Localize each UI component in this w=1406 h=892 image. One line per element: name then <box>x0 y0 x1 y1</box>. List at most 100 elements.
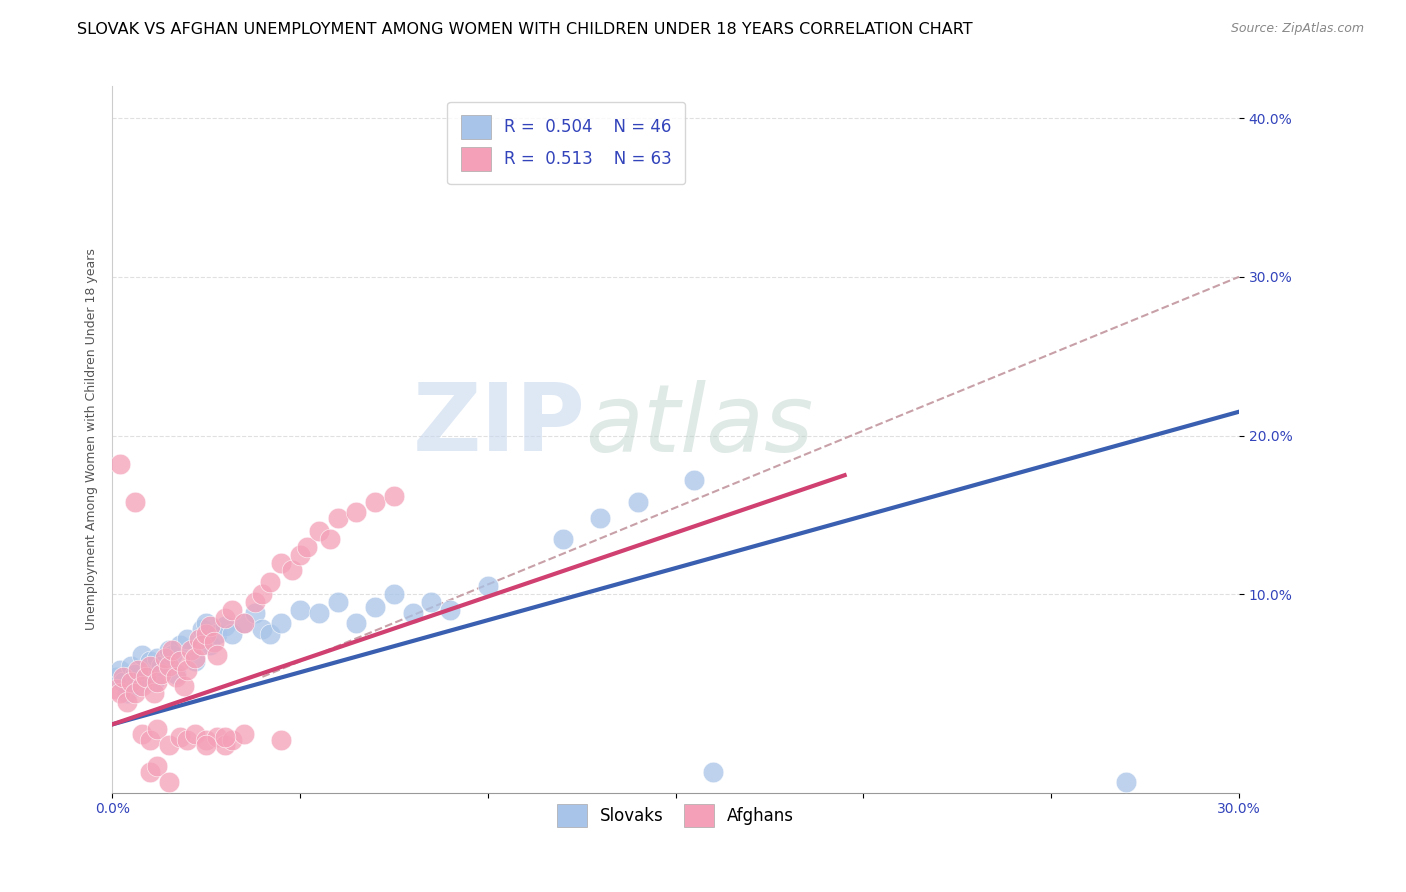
Point <box>169 730 191 744</box>
Point <box>288 603 311 617</box>
Text: Source: ZipAtlas.com: Source: ZipAtlas.com <box>1230 22 1364 36</box>
Point <box>120 658 142 673</box>
Point <box>281 564 304 578</box>
Point <box>477 579 499 593</box>
Point <box>195 733 218 747</box>
Point <box>176 733 198 747</box>
Point <box>120 674 142 689</box>
Point <box>214 611 236 625</box>
Point <box>115 686 138 700</box>
Point <box>127 679 149 693</box>
Point <box>221 603 243 617</box>
Point <box>195 615 218 630</box>
Point <box>326 511 349 525</box>
Point <box>364 495 387 509</box>
Point <box>326 595 349 609</box>
Point <box>702 764 724 779</box>
Point <box>139 658 162 673</box>
Point <box>252 622 274 636</box>
Point <box>131 679 153 693</box>
Point <box>157 774 180 789</box>
Point <box>232 615 254 630</box>
Point <box>180 642 202 657</box>
Point <box>308 607 330 621</box>
Point <box>627 495 650 509</box>
Point <box>191 622 214 636</box>
Point <box>173 679 195 693</box>
Point <box>207 627 229 641</box>
Point <box>139 654 162 668</box>
Point <box>439 603 461 617</box>
Point <box>382 587 405 601</box>
Point <box>124 686 146 700</box>
Point <box>146 674 169 689</box>
Point <box>124 666 146 681</box>
Point <box>184 650 207 665</box>
Point <box>176 664 198 678</box>
Point <box>146 722 169 736</box>
Point <box>195 738 218 752</box>
Point <box>297 540 319 554</box>
Point <box>221 733 243 747</box>
Point <box>176 632 198 646</box>
Point <box>139 733 162 747</box>
Point <box>124 495 146 509</box>
Point <box>259 574 281 589</box>
Point <box>131 727 153 741</box>
Point <box>232 727 254 741</box>
Point <box>551 532 574 546</box>
Point <box>243 607 266 621</box>
Point <box>207 648 229 662</box>
Point <box>131 648 153 662</box>
Point <box>382 489 405 503</box>
Text: ZIP: ZIP <box>412 379 585 471</box>
Point <box>165 670 187 684</box>
Point <box>184 727 207 741</box>
Point <box>112 670 135 684</box>
Point <box>112 674 135 689</box>
Point <box>1115 774 1137 789</box>
Point <box>270 615 292 630</box>
Point <box>288 548 311 562</box>
Y-axis label: Unemployment Among Women with Children Under 18 years: Unemployment Among Women with Children U… <box>86 249 98 631</box>
Point <box>243 595 266 609</box>
Point <box>142 686 165 700</box>
Point <box>153 650 176 665</box>
Point <box>162 642 184 657</box>
Point <box>402 607 425 621</box>
Point <box>221 627 243 641</box>
Point <box>589 511 612 525</box>
Point <box>127 664 149 678</box>
Point <box>165 666 187 681</box>
Point <box>169 654 191 668</box>
Point <box>108 664 131 678</box>
Point <box>344 615 367 630</box>
Point <box>157 658 180 673</box>
Point <box>150 658 173 673</box>
Point <box>150 666 173 681</box>
Point <box>270 733 292 747</box>
Point <box>198 619 221 633</box>
Point <box>308 524 330 538</box>
Point <box>104 682 127 697</box>
Point <box>135 670 157 684</box>
Text: SLOVAK VS AFGHAN UNEMPLOYMENT AMONG WOMEN WITH CHILDREN UNDER 18 YEARS CORRELATI: SLOVAK VS AFGHAN UNEMPLOYMENT AMONG WOME… <box>77 22 973 37</box>
Point <box>187 632 209 646</box>
Point <box>202 635 225 649</box>
Point <box>157 738 180 752</box>
Point <box>184 654 207 668</box>
Point <box>146 650 169 665</box>
Point <box>162 648 184 662</box>
Point <box>683 473 706 487</box>
Point <box>232 615 254 630</box>
Point <box>135 670 157 684</box>
Point <box>142 674 165 689</box>
Point <box>139 764 162 779</box>
Point <box>214 738 236 752</box>
Point <box>169 638 191 652</box>
Point <box>115 695 138 709</box>
Point <box>270 556 292 570</box>
Point <box>157 642 180 657</box>
Point <box>214 619 236 633</box>
Point <box>146 758 169 772</box>
